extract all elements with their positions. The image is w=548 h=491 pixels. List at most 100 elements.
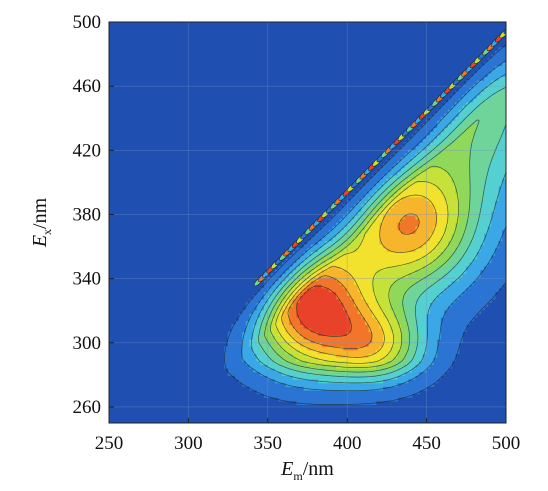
contour-cell: [502, 251, 506, 256]
contour-cell: [292, 306, 297, 311]
contour-cell: [404, 142, 409, 147]
contour-cell: [480, 265, 485, 271]
contour-cell: [476, 276, 482, 282]
contour-cell: [451, 152, 456, 158]
contour-cell: [339, 214, 344, 220]
contour-cell: [390, 397, 395, 402]
contour-cell: [274, 309, 279, 314]
contour-cell: [361, 273, 366, 278]
contour-cell: [364, 357, 370, 362]
contour-cell: [433, 207, 438, 212]
contour-cell: [307, 353, 312, 358]
contour-cell: [299, 306, 305, 311]
contour-cell: [422, 178, 427, 183]
contour-cell: [253, 295, 258, 300]
contour-cell: [354, 400, 359, 406]
contour-cell: [336, 400, 341, 406]
contour-cell: [285, 324, 290, 329]
contour-cell: [339, 349, 344, 355]
contour-cell: [401, 145, 406, 150]
contour-cell: [375, 313, 380, 318]
contour-cell: [267, 320, 272, 325]
contour-cell: [404, 218, 409, 223]
contour-cell: [401, 265, 406, 271]
contour-cell: [260, 378, 265, 384]
contour-cell: [440, 112, 445, 118]
contour-cell: [310, 287, 316, 293]
contour-cell: [455, 174, 460, 180]
contour-cell: [447, 196, 453, 201]
contour-cell: [473, 262, 478, 267]
contour-cell: [466, 152, 471, 158]
contour-cell: [462, 182, 467, 187]
contour-cell: [484, 83, 489, 88]
contour-cell: [328, 222, 334, 227]
contour-cell: [292, 316, 297, 322]
contour-cell: [332, 338, 337, 344]
contour-cell: [502, 90, 506, 96]
contour-cell: [303, 324, 308, 329]
contour-line: [281, 194, 437, 358]
contour-cell: [382, 222, 388, 227]
contour-cell: [411, 269, 417, 274]
contour-cell: [386, 255, 391, 260]
contour-cell: [375, 171, 380, 176]
contour-cell: [429, 163, 435, 169]
contour-cell: [318, 240, 323, 245]
contour-cell: [466, 193, 471, 198]
contour-cell: [390, 284, 395, 289]
contour-cell: [419, 240, 424, 245]
contour-cell: [397, 203, 402, 209]
contour-cell: [426, 324, 431, 329]
contour-cell: [390, 236, 395, 242]
contour-cell: [433, 360, 438, 365]
contour-cell: [491, 265, 496, 271]
contour-cell: [462, 276, 467, 282]
contour-cell: [364, 338, 370, 344]
contour-cell: [426, 255, 431, 260]
contour-cell: [422, 276, 427, 282]
contour-cell: [321, 313, 326, 318]
contour-cell: [502, 131, 506, 136]
contour-cell: [321, 353, 326, 358]
contour-cell: [292, 295, 297, 300]
contour-cell: [321, 397, 326, 402]
contour-cell: [447, 364, 453, 369]
contour-cell: [292, 327, 297, 333]
contour-cell: [271, 378, 276, 384]
contour-cell: [303, 400, 308, 406]
contour-cell: [397, 291, 402, 296]
contour-cell: [393, 371, 399, 376]
contour-cell: [238, 313, 243, 318]
contour-cell: [368, 178, 373, 183]
contour-cell: [444, 338, 449, 344]
contour-cell: [494, 218, 500, 223]
contour-cell: [364, 291, 370, 296]
contour-cell: [393, 302, 399, 307]
contour-cell: [296, 258, 301, 263]
contour-cell: [401, 309, 406, 314]
contour-cell: [303, 244, 308, 249]
contour-cell: [274, 364, 279, 369]
contour-cell: [307, 386, 312, 391]
contour-cell: [473, 83, 478, 88]
contour-cell: [372, 214, 377, 220]
contour-cell: [249, 316, 254, 322]
contour-cell: [498, 123, 503, 129]
contour-cell: [491, 167, 496, 172]
contour-cell: [415, 145, 420, 150]
contour-cell: [433, 273, 438, 278]
contour-cell: [386, 262, 391, 267]
contour-cell: [401, 335, 406, 340]
contour-cell: [487, 214, 492, 220]
contour-cell: [238, 368, 243, 373]
contour-cell: [289, 368, 294, 373]
contour-cell: [364, 196, 370, 201]
contour-cell: [364, 342, 370, 347]
contour-cell: [368, 306, 373, 311]
contour-cell: [328, 251, 334, 256]
contour-cell: [382, 371, 388, 376]
contour-cell: [444, 258, 449, 263]
contour-cell: [433, 368, 438, 373]
contour-cell: [502, 142, 506, 147]
